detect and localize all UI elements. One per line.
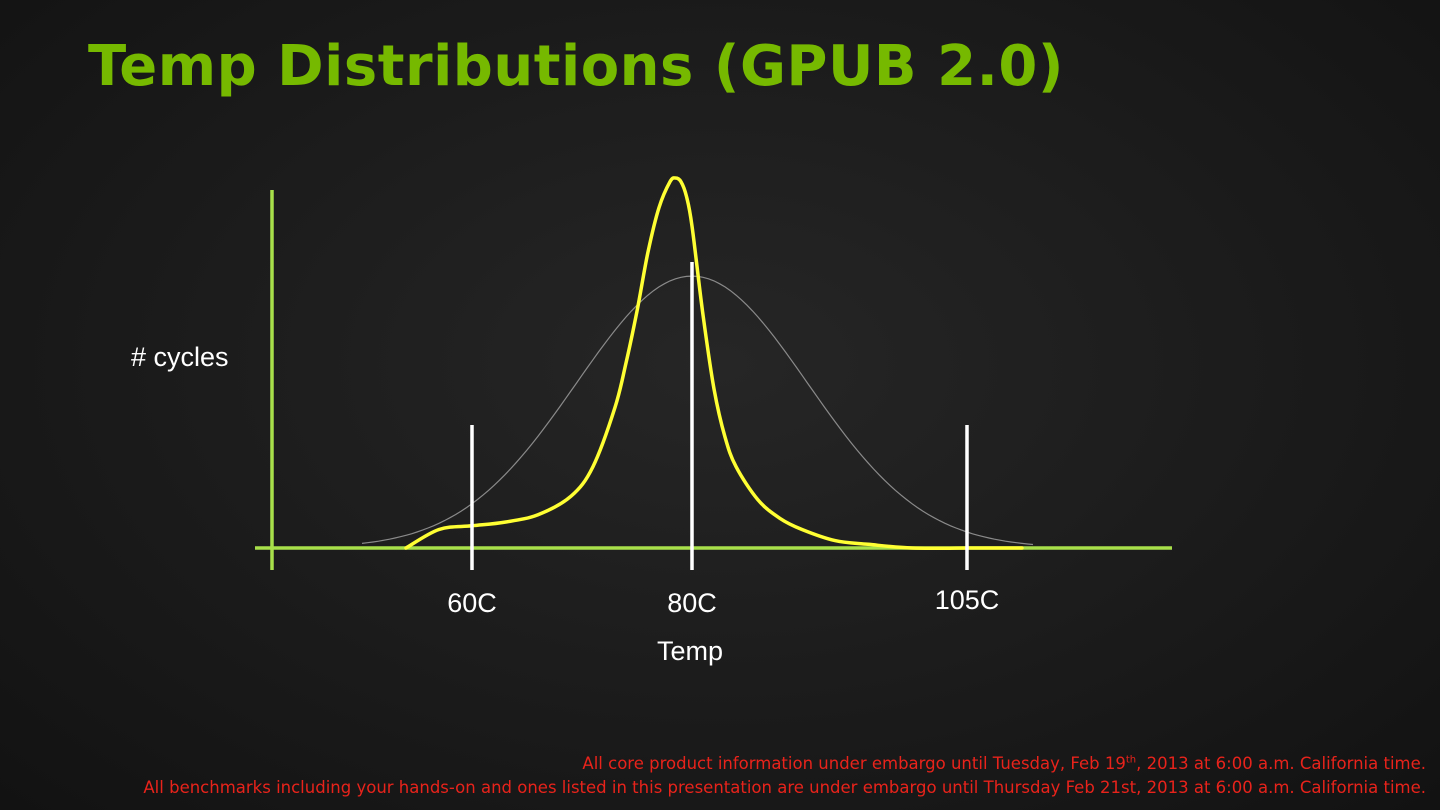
slide-title: Temp Distributions (GPUB 2.0)	[88, 34, 1064, 99]
marker-label-80c: 80C	[667, 588, 717, 618]
marker-label-105c: 105C	[934, 585, 1000, 615]
chart-curves	[361, 176, 1034, 551]
sharp-distribution-curve	[404, 176, 1024, 551]
marker-label-60c: 60C	[447, 588, 497, 618]
x-axis-label: Temp	[657, 636, 724, 666]
chart-markers	[470, 262, 969, 570]
embargo-line-2: All benchmarks including your hands-on a…	[143, 778, 1426, 797]
embargo-line-1: All core product information under embar…	[582, 754, 1426, 773]
wide-distribution-curve	[361, 275, 1034, 546]
y-axis-label: # cycles	[131, 342, 229, 372]
embargo-notice: All core product information under embar…	[143, 752, 1426, 800]
